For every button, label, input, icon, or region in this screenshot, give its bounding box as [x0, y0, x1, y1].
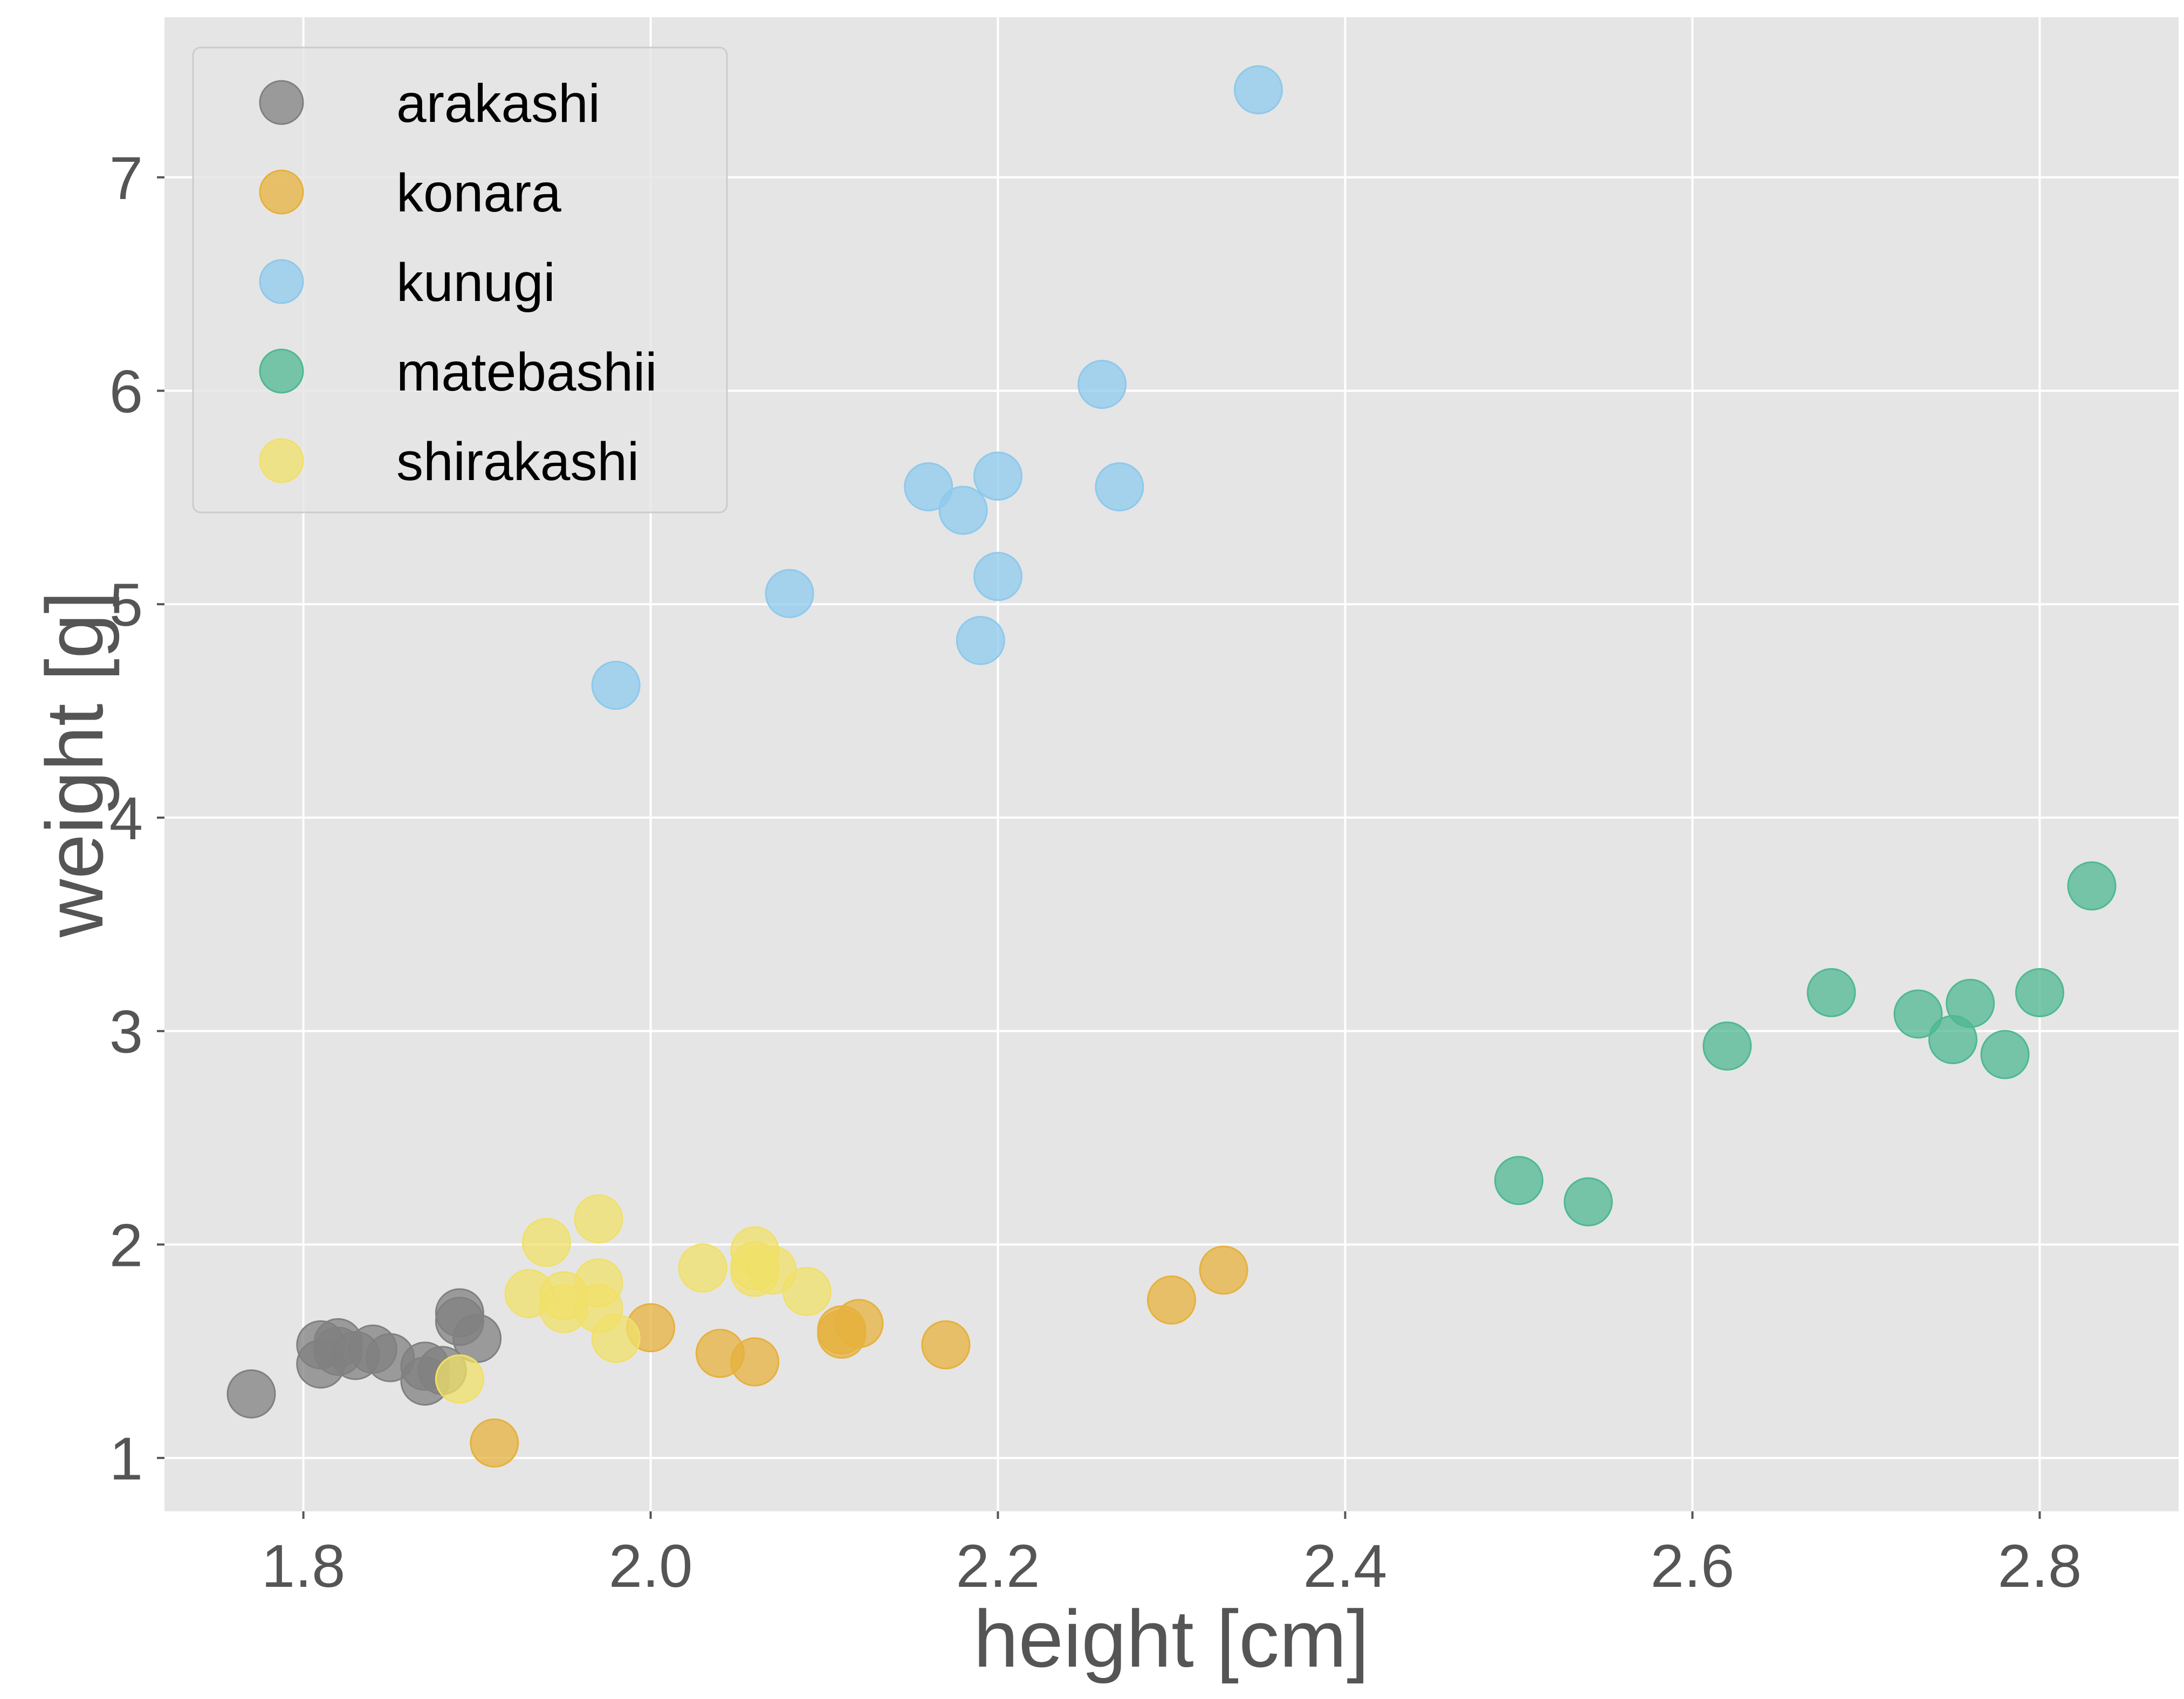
legend-items: arakashi konara kunugi matebashii shirakashi — [259, 73, 657, 492]
point-matebashii — [2015, 968, 2064, 1017]
y-tick-label: 5 — [109, 571, 143, 639]
point-kunugi — [956, 615, 1005, 665]
y-tick-label: 1 — [109, 1425, 143, 1492]
point-matebashii — [1807, 968, 1856, 1017]
point-matebashii — [2067, 861, 2117, 911]
point-konara — [921, 1320, 971, 1369]
point-shirakashi — [782, 1266, 832, 1316]
point-kunugi — [1077, 360, 1127, 409]
point-kunugi — [591, 661, 641, 710]
legend-label-shirakashi: shirakashi — [396, 431, 639, 492]
point-matebashii — [1893, 989, 1943, 1039]
x-tick-label: 2.6 — [1651, 1532, 1735, 1600]
x-tick-label: 2.8 — [1998, 1532, 2082, 1600]
legend: arakashi konara kunugi matebashii shirakashi — [192, 46, 728, 513]
point-kunugi — [1233, 65, 1283, 115]
legend-marker-arakashi — [259, 80, 304, 125]
point-kunugi — [765, 568, 814, 618]
point-konara — [1199, 1245, 1248, 1295]
legend-marker-konara — [259, 169, 304, 215]
x-axis-label: height [cm] — [973, 1593, 1369, 1684]
y-axis-label: weight [g] — [29, 591, 120, 938]
point-shirakashi — [435, 1354, 484, 1404]
point-matebashii — [1980, 1030, 2030, 1079]
y-tick-label: 3 — [109, 998, 143, 1066]
x-axis-ticks: 1.8 2.0 2.2 2.4 2.6 2.8 — [262, 1511, 2082, 1600]
point-kunugi — [973, 451, 1023, 501]
y-tick-label: 4 — [109, 785, 143, 852]
point-matebashii — [1946, 978, 1995, 1028]
point-shirakashi — [521, 1217, 571, 1267]
point-arakashi — [226, 1369, 276, 1419]
point-matebashii — [1494, 1156, 1543, 1205]
point-konara — [470, 1418, 519, 1468]
legend-marker-matebashii — [259, 348, 304, 394]
point-kunugi — [904, 462, 953, 512]
point-konara — [1147, 1275, 1196, 1325]
point-kunugi — [1095, 462, 1144, 512]
data-points — [226, 65, 2117, 1468]
legend-label-arakashi: arakashi — [396, 73, 600, 134]
y-axis-ticks: 1 2 3 4 5 6 7 — [109, 145, 164, 1492]
point-konara — [730, 1337, 780, 1387]
legend-marker-shirakashi — [259, 438, 304, 483]
x-tick-label: 2.4 — [1303, 1532, 1388, 1600]
point-shirakashi — [591, 1313, 641, 1363]
x-tick-label: 1.8 — [262, 1532, 346, 1600]
point-kunugi — [973, 552, 1023, 601]
y-tick-label: 6 — [109, 358, 143, 426]
legend-label-matebashii: matebashii — [396, 342, 657, 402]
legend-marker-kunugi — [259, 259, 304, 304]
legend-box — [192, 46, 728, 513]
point-shirakashi — [678, 1243, 727, 1293]
x-tick-label: 2.0 — [609, 1532, 693, 1600]
legend-label-konara: konara — [396, 163, 561, 223]
y-tick-label: 2 — [109, 1211, 143, 1279]
point-konara — [834, 1299, 884, 1348]
legend-label-kunugi: kunugi — [396, 252, 555, 313]
point-kunugi — [938, 485, 988, 535]
y-tick-label: 7 — [109, 145, 143, 212]
point-matebashii — [1563, 1177, 1613, 1227]
point-shirakashi — [574, 1194, 623, 1244]
point-matebashii — [1702, 1021, 1752, 1071]
x-tick-label: 2.2 — [956, 1532, 1040, 1600]
